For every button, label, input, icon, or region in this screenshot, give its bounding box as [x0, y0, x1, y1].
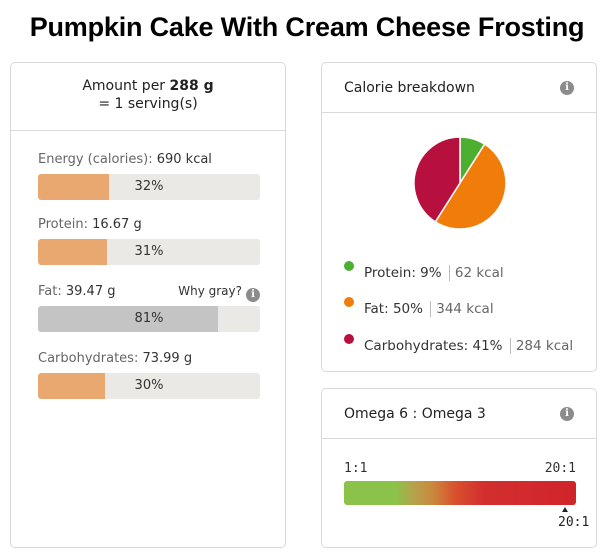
omega-scale-max: 20:1: [544, 461, 576, 476]
info-icon[interactable]: i: [560, 407, 574, 421]
nutrient-name: Fat:: [38, 284, 62, 299]
legend-dot: [344, 297, 354, 307]
nutrient-fat: Fat: 39.47 g Why gray? i 81%: [38, 284, 260, 332]
bar-percent: 32%: [134, 179, 164, 194]
amount-line: Amount per 288 g: [11, 77, 285, 95]
amount-weight: 288 g: [169, 78, 214, 94]
nutrient-value: 73.99 g: [142, 351, 193, 366]
nutrient-bar: 30%: [38, 373, 260, 399]
calorie-pie-chart: [412, 135, 508, 231]
nutrient-bar: 32%: [38, 174, 260, 200]
nutrient-name: Energy (calories):: [38, 152, 153, 167]
legend-kcal: 344 kcal: [430, 301, 494, 317]
legend-text: Fat: 50% 344 kcal: [364, 301, 494, 317]
nutrient-protein: Protein: 16.67 g 31%: [38, 217, 260, 265]
nutrient-label: Energy (calories): 690 kcal: [38, 152, 260, 172]
nutrient-value: 690 kcal: [156, 152, 212, 167]
card-header: Calorie breakdown i: [322, 63, 596, 113]
card-title: Calorie breakdown: [344, 80, 475, 96]
calorie-breakdown-card: Calorie breakdown i Protein: 9% 62 kcal …: [321, 62, 597, 372]
legend-kcal: 62 kcal: [448, 265, 504, 281]
omega-gradient-bar: [344, 481, 576, 505]
nutrient-value: 16.67 g: [92, 217, 142, 232]
nutrient-bar: 81%: [38, 306, 260, 332]
why-gray-text[interactable]: Why gray?: [178, 284, 242, 298]
bar-percent: 30%: [134, 378, 164, 393]
nutrient-value: 39.47 g: [65, 284, 116, 299]
legend-name: Carbohydrates:: [364, 338, 469, 354]
legend-text: Carbohydrates: 41% 284 kcal: [364, 338, 574, 354]
nutrient-name: Protein:: [38, 217, 88, 232]
amount-prefix: Amount per: [82, 78, 166, 94]
pie-slice-fat: [434, 143, 507, 230]
legend-name: Fat:: [364, 301, 389, 317]
bar-percent: 81%: [134, 311, 164, 326]
nutrient-bar: 31%: [38, 239, 260, 265]
why-gray-link[interactable]: Why gray? i: [178, 284, 260, 302]
legend-name: Protein:: [364, 265, 416, 281]
page-title: Pumpkin Cake With Cream Cheese Frosting: [29, 12, 585, 42]
pie-svg: [413, 136, 507, 230]
nutrient-label: Protein: 16.67 g: [38, 217, 260, 237]
bar-fill: [38, 239, 107, 265]
card-header: Omega 6 : Omega 3 i: [322, 389, 596, 439]
legend-dot: [344, 334, 354, 344]
legend-kcal: 284 kcal: [509, 338, 574, 354]
nutrient-carbohydrates: Carbohydrates: 73.99 g 30%: [38, 351, 260, 399]
bar-percent: 31%: [134, 244, 164, 259]
omega-marker-arrow: [562, 507, 568, 512]
nutrition-card: Amount per 288 g = 1 serving(s) Energy (…: [10, 62, 286, 548]
legend-percent: 50%: [392, 301, 423, 317]
info-icon[interactable]: i: [246, 288, 260, 302]
legend-percent: 9%: [420, 265, 442, 281]
bar-fill: [38, 174, 110, 200]
nutrient-label: Carbohydrates: 73.99 g: [38, 351, 260, 371]
legend-text: Protein: 9% 62 kcal: [364, 265, 504, 281]
nutrient-name: Carbohydrates:: [38, 351, 139, 366]
nutrient-label: Fat: 39.47 g Why gray? i: [38, 284, 260, 304]
omega-scale-min: 1:1: [344, 461, 368, 476]
card-title: Omega 6 : Omega 3: [344, 406, 486, 422]
omega-value: 20:1: [558, 515, 590, 530]
amount-header: Amount per 288 g = 1 serving(s): [11, 63, 285, 131]
pie-slice-carbohydrates: [413, 136, 461, 223]
legend-dot: [344, 261, 354, 271]
bar-fill: [38, 373, 105, 399]
bar-fill: [38, 306, 218, 332]
serving-text: = 1 serving(s): [98, 96, 198, 112]
legend-percent: 41%: [472, 338, 503, 354]
nutrient-energy: Energy (calories): 690 kcal 32%: [38, 152, 260, 200]
info-icon[interactable]: i: [560, 81, 574, 95]
omega-ratio-card: Omega 6 : Omega 3 i 1:1 20:1 20:1: [321, 388, 597, 548]
